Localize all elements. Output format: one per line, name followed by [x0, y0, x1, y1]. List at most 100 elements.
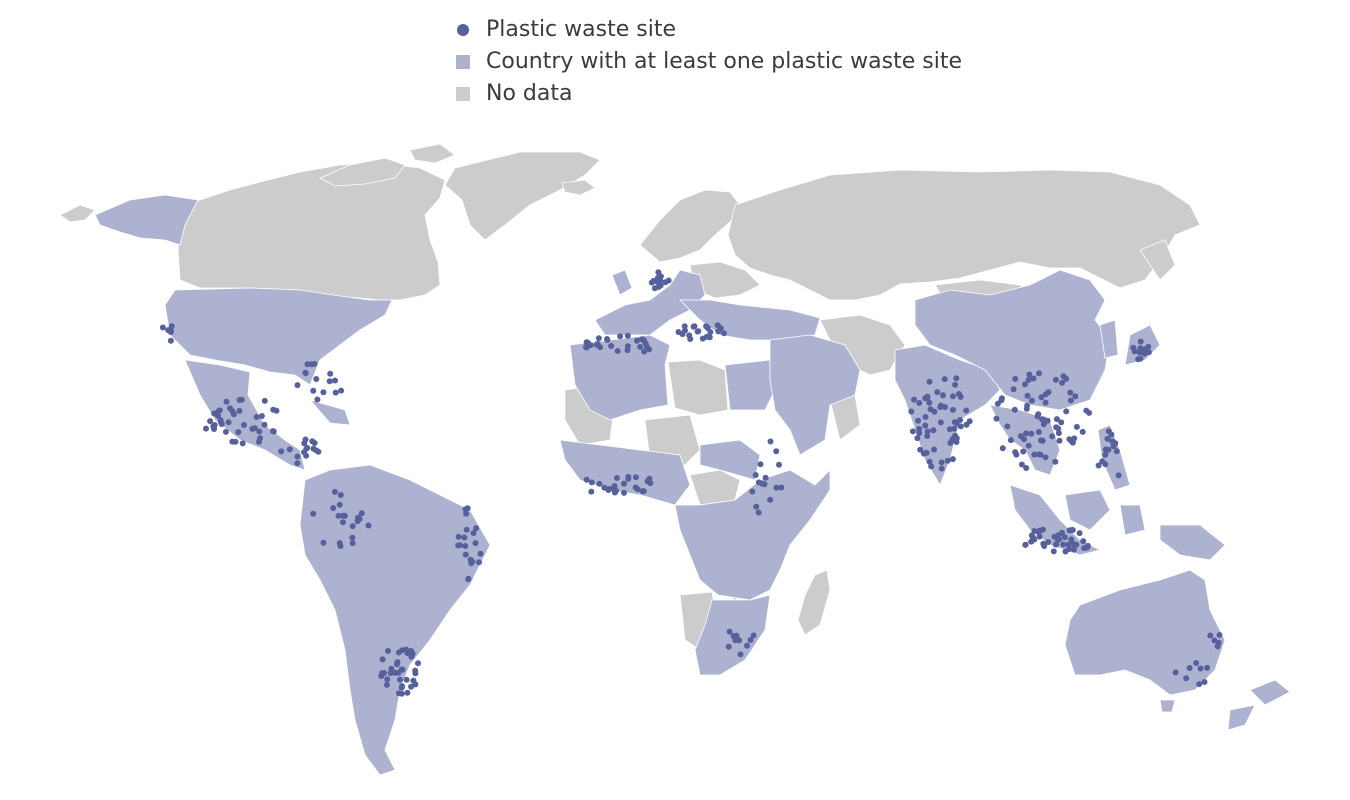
plastic-waste-site-dot-243	[1056, 437, 1063, 444]
plastic-waste-site-dot-116	[675, 329, 682, 335]
plastic-waste-site-dot-216	[949, 456, 956, 463]
plastic-waste-site-dot-54	[304, 361, 311, 368]
plastic-waste-site-dot-294	[1042, 391, 1049, 398]
plastic-waste-site-dot-323	[1065, 541, 1072, 548]
plastic-waste-site-dot-154	[773, 448, 780, 455]
plastic-waste-site-dot-197	[924, 428, 931, 435]
plastic-waste-site-dot-231	[1058, 419, 1065, 426]
plastic-waste-site-dot-375	[470, 530, 477, 537]
plastic-waste-site-dot-88	[583, 339, 590, 346]
plastic-waste-site-dot-227	[942, 404, 948, 411]
plastic-waste-site-dot-266	[1021, 436, 1027, 443]
no-data-swatch	[456, 87, 470, 101]
plastic-waste-site-dot-362	[1136, 349, 1143, 356]
plastic-waste-site-dot-437	[337, 492, 344, 498]
plastic-waste-site-dot-253	[1025, 442, 1032, 449]
plastic-waste-site-dot-51	[327, 370, 334, 377]
plastic-waste-site-dot-377	[477, 550, 484, 557]
plastic-waste-site-dot-138	[647, 480, 654, 487]
legend-label-no-data: No data	[486, 81, 573, 106]
plastic-waste-site-dot-228	[1040, 421, 1047, 428]
plastic-waste-site-dot-136	[612, 489, 618, 496]
plastic-waste-site-dot-379	[473, 525, 480, 532]
plastic-waste-site-dot-188	[926, 458, 933, 465]
plastic-waste-site-dot-417	[399, 647, 405, 654]
plastic-waste-site-dot-93	[617, 333, 624, 340]
plastic-waste-site-dot-313	[1055, 536, 1061, 543]
plastic-waste-site-dot-461	[278, 448, 285, 455]
plastic-waste-site-dot-176	[927, 406, 934, 413]
plastic-waste-site-dot-163	[736, 637, 743, 644]
plastic-waste-site-dot-153	[755, 509, 762, 516]
plastic-waste-site-dot-41	[310, 387, 317, 394]
plastic-waste-site-dot-147	[767, 438, 774, 445]
plastic-waste-site-dot-157	[755, 479, 762, 486]
plastic-waste-site-dot-293	[1035, 429, 1042, 435]
plastic-waste-site-dot-344	[1104, 435, 1111, 442]
plastic-waste-site-dot-165	[744, 642, 750, 649]
plastic-waste-site-dot-428	[310, 510, 317, 517]
plastic-waste-site-dot-19	[257, 435, 263, 442]
plastic-waste-site-dot-268	[1049, 433, 1056, 440]
plastic-waste-site-dot-433	[365, 522, 372, 529]
plastic-waste-site-dot-206	[916, 430, 923, 436]
plastic-waste-site-dot-271	[1028, 397, 1035, 404]
plastic-waste-site-dot-204	[934, 389, 941, 396]
plastic-waste-site-dot-160	[726, 628, 733, 635]
plastic-waste-site-dot-13	[253, 414, 260, 420]
plastic-waste-site-dot-324	[1031, 536, 1038, 543]
plastic-waste-site-dot-122	[596, 480, 603, 487]
plastic-waste-site-dot-10	[241, 422, 247, 428]
plastic-waste-site-dot-332	[1080, 538, 1087, 545]
plastic-waste-site-dot-438	[320, 539, 327, 546]
plastic-waste-site-dot-359	[1141, 350, 1148, 357]
plastic-waste-site-dot-282	[1010, 386, 1017, 393]
plastic-waste-site-dot-286	[998, 397, 1005, 404]
plastic-waste-site-dot-0	[207, 418, 214, 425]
plastic-waste-site-dot-295	[1012, 375, 1019, 382]
plastic-waste-site-dot-38	[270, 406, 277, 413]
plastic-waste-site-dot-214	[950, 393, 956, 400]
plastic-waste-site-dot-368	[463, 526, 470, 533]
plastic-waste-site-dot-274	[1020, 448, 1027, 455]
plastic-waste-site-dot-369	[472, 540, 479, 547]
plastic-waste-site-dot-18	[215, 412, 221, 419]
plastic-waste-site-dot-178	[951, 419, 958, 426]
plastic-waste-site-dot-467	[309, 438, 316, 445]
plastic-waste-site-dot-222	[966, 418, 973, 425]
plastic-waste-site-dot-296	[1055, 430, 1062, 437]
plastic-waste-site-dot-239	[1025, 377, 1032, 383]
plastic-waste-site-dot-124	[613, 475, 620, 481]
plastic-waste-site-dot-345	[1115, 472, 1122, 479]
plastic-waste-site-dot-24	[216, 407, 223, 414]
plastic-waste-site-dot-261	[1022, 381, 1028, 388]
plastic-waste-site-dot-50	[332, 389, 339, 396]
plastic-waste-site-dot-430	[356, 516, 363, 522]
plastic-waste-site-dot-223	[926, 399, 933, 406]
plastic-waste-site-dot-270	[1028, 430, 1035, 437]
plastic-waste-site-dot-415	[394, 661, 400, 668]
plastic-waste-site-dot-229	[1036, 370, 1042, 377]
plastic-waste-site-dot-384	[455, 533, 462, 540]
plastic-waste-site-dot-240	[1063, 408, 1070, 415]
no-data-land	[59, 143, 1201, 651]
plastic-waste-site-dot-409	[379, 656, 386, 663]
plastic-waste-site-dot-446	[1197, 665, 1204, 672]
plastic-waste-site-dot-342	[1102, 451, 1109, 458]
plastic-waste-site-dot-264	[1004, 423, 1011, 430]
plastic-waste-site-dot-373	[465, 576, 472, 583]
plastic-waste-site-dot-135	[625, 473, 632, 480]
plastic-waste-site-dot-177	[926, 378, 933, 385]
plastic-waste-site-dot-181	[915, 417, 922, 424]
plastic-waste-site-dot-447	[1183, 675, 1190, 682]
plastic-waste-site-dot-287	[1072, 393, 1079, 400]
plastic-waste-site-dot-192	[922, 422, 929, 429]
plastic-waste-site-dot-404	[408, 653, 415, 660]
plastic-waste-site-dot-35	[236, 407, 243, 414]
plastic-waste-site-dot-141	[634, 486, 641, 493]
plastic-waste-site-dot-92	[604, 336, 611, 343]
plastic-waste-site-dot-350	[1099, 458, 1106, 465]
plastic-waste-site-dot-381	[476, 559, 482, 566]
plastic-waste-site-dot-234	[1042, 454, 1049, 461]
